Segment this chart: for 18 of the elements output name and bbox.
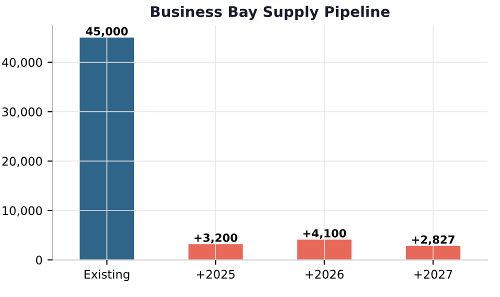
bar xyxy=(297,240,352,260)
bar xyxy=(188,244,243,260)
x-tick-label: Existing xyxy=(84,270,130,282)
x-tick-label: +2027 xyxy=(414,270,452,279)
y-tick-label: 10,000 xyxy=(2,206,42,216)
y-tick-label: 40,000 xyxy=(2,58,42,68)
bar xyxy=(80,38,134,260)
x-tick-label: +2025 xyxy=(196,270,235,279)
data-label: 45,000 xyxy=(86,27,128,37)
data-label: +3,200 xyxy=(194,234,238,244)
y-tick-label: 0 xyxy=(36,256,42,265)
data-label: +4,100 xyxy=(303,229,346,239)
chart-title: Business Bay Supply Pipeline xyxy=(151,6,390,20)
y-tick-label: 30,000 xyxy=(2,107,42,118)
bar xyxy=(406,246,460,260)
y-tick-label: 20,000 xyxy=(2,156,42,167)
data-label: +2,827 xyxy=(412,235,454,246)
x-tick-label: +2026 xyxy=(306,270,344,279)
